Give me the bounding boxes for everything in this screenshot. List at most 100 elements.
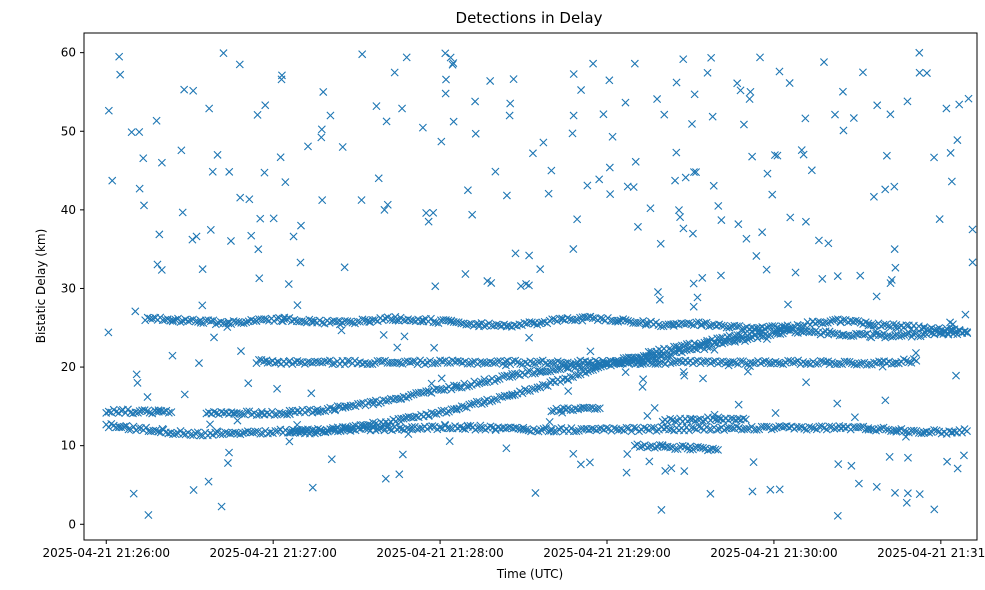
track-point bbox=[104, 423, 113, 432]
track-point bbox=[282, 315, 291, 324]
track-point bbox=[715, 334, 724, 343]
scatter-point bbox=[208, 167, 217, 176]
track-point bbox=[671, 358, 680, 367]
scatter-point bbox=[671, 176, 680, 185]
scatter-point bbox=[471, 97, 480, 106]
scatter-point bbox=[440, 420, 449, 429]
scatter-point bbox=[463, 186, 472, 195]
track-point bbox=[800, 424, 809, 433]
scatter-point bbox=[116, 70, 125, 79]
track-point bbox=[511, 423, 520, 432]
track-point bbox=[522, 425, 531, 434]
track-point bbox=[221, 428, 230, 437]
scatter-point bbox=[104, 106, 113, 115]
scatter-point bbox=[461, 269, 470, 278]
track-point bbox=[574, 370, 583, 379]
scatter-point bbox=[955, 100, 964, 109]
scatter-point bbox=[153, 260, 162, 269]
track-point bbox=[476, 358, 485, 367]
track-point bbox=[417, 388, 426, 397]
track-point bbox=[263, 358, 272, 367]
scatter-point bbox=[180, 390, 189, 399]
track-point bbox=[912, 356, 921, 365]
track-point bbox=[619, 315, 628, 324]
scatter-point bbox=[838, 87, 847, 96]
scatter-point bbox=[872, 292, 881, 301]
scatter-point bbox=[522, 279, 531, 288]
track-point bbox=[820, 424, 829, 433]
scatter-point bbox=[657, 352, 666, 361]
scatter-point bbox=[770, 151, 779, 160]
track-point bbox=[521, 358, 530, 367]
scatter-point bbox=[878, 362, 887, 371]
track-point bbox=[784, 356, 793, 365]
scatter-point bbox=[742, 234, 751, 243]
track-point bbox=[609, 424, 618, 433]
track-point bbox=[212, 409, 221, 418]
scatter-point bbox=[281, 178, 290, 187]
scatter-point bbox=[903, 97, 912, 106]
track-point bbox=[709, 444, 717, 453]
track-point bbox=[771, 357, 780, 366]
track-point bbox=[877, 424, 886, 433]
scatter-point bbox=[599, 110, 608, 119]
scatter-point bbox=[689, 168, 698, 177]
track-point bbox=[628, 356, 637, 365]
scatter-point bbox=[319, 87, 328, 96]
track-point bbox=[558, 315, 567, 324]
track-point bbox=[574, 405, 583, 414]
track-point bbox=[129, 422, 138, 431]
scatter-point bbox=[476, 421, 485, 430]
track-point bbox=[328, 425, 337, 434]
track-point bbox=[117, 406, 126, 415]
track-point bbox=[698, 416, 707, 425]
track-point bbox=[693, 415, 702, 424]
track-point bbox=[950, 427, 959, 436]
track-point bbox=[408, 423, 416, 432]
track-point bbox=[196, 318, 205, 327]
track-point bbox=[714, 445, 722, 454]
track-point bbox=[889, 320, 898, 329]
track-point bbox=[460, 402, 469, 411]
track-point bbox=[179, 429, 188, 438]
track-point bbox=[537, 425, 546, 434]
track-point bbox=[285, 406, 294, 415]
track-point bbox=[886, 332, 895, 341]
scatter-point bbox=[108, 176, 117, 185]
scatter-point bbox=[775, 485, 784, 494]
track-point bbox=[611, 357, 620, 366]
track-point bbox=[888, 332, 897, 341]
track-point bbox=[626, 357, 635, 366]
scatter-point bbox=[223, 459, 232, 468]
scatter-point bbox=[891, 263, 900, 272]
scatter-point bbox=[104, 328, 113, 337]
scatter-point bbox=[374, 174, 383, 183]
track-point bbox=[566, 372, 575, 381]
track-point bbox=[536, 357, 545, 366]
track-point bbox=[326, 425, 335, 434]
scatter-point bbox=[605, 163, 614, 172]
scatter-point bbox=[749, 458, 758, 467]
track-point bbox=[374, 399, 383, 408]
track-point bbox=[325, 356, 334, 365]
track-point bbox=[815, 422, 824, 431]
track-point bbox=[533, 383, 542, 392]
scatter-point bbox=[384, 421, 393, 430]
scatter-point bbox=[424, 217, 433, 226]
scatter-point bbox=[630, 59, 639, 68]
track-point bbox=[232, 317, 241, 326]
scatter-point bbox=[255, 274, 264, 283]
track-point bbox=[813, 317, 822, 326]
track-point bbox=[711, 445, 720, 454]
track-point bbox=[393, 358, 402, 367]
track-point bbox=[786, 326, 795, 335]
track-point bbox=[830, 424, 839, 433]
track-point bbox=[523, 367, 532, 376]
track-point bbox=[816, 356, 825, 365]
y-tick-label: 0 bbox=[68, 517, 76, 531]
scatter-point bbox=[471, 129, 480, 138]
scatter-point bbox=[511, 249, 520, 258]
scatter-point bbox=[155, 230, 164, 239]
track-point bbox=[493, 357, 502, 366]
scatter-point bbox=[690, 90, 699, 99]
